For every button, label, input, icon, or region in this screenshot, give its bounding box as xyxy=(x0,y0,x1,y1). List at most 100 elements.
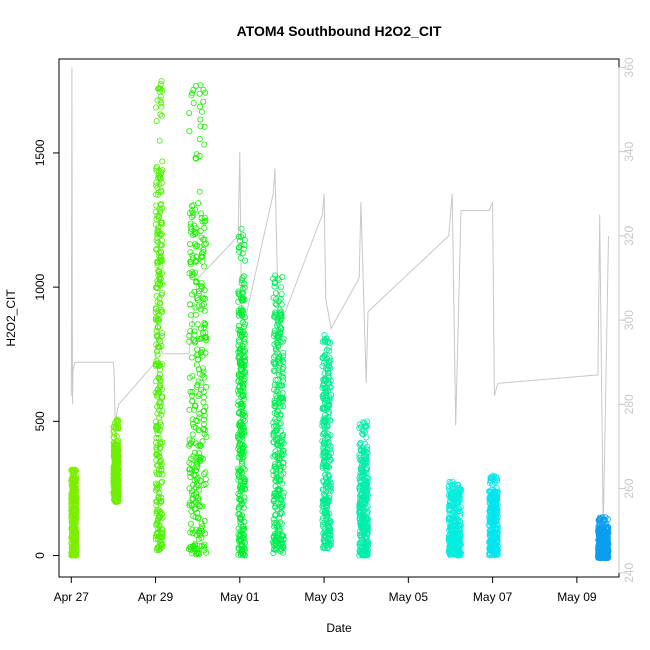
data-point xyxy=(272,423,279,430)
data-point xyxy=(597,554,604,561)
data-point xyxy=(203,433,210,440)
data-point xyxy=(154,262,161,269)
data-point xyxy=(271,330,278,337)
data-point xyxy=(158,219,165,226)
data-point xyxy=(452,548,459,555)
data-point xyxy=(155,374,162,381)
data-point xyxy=(279,370,286,377)
y-tick-label: 0 xyxy=(33,552,47,559)
data-point xyxy=(486,550,493,557)
data-point xyxy=(325,519,332,526)
data-point xyxy=(277,465,284,472)
data-point xyxy=(155,172,162,179)
data-point xyxy=(238,279,245,286)
data-point xyxy=(446,507,453,514)
y2-tick-label: 240 xyxy=(622,562,636,582)
data-point xyxy=(153,423,160,430)
data-point xyxy=(114,457,121,464)
data-point xyxy=(238,431,245,438)
data-point xyxy=(357,509,364,516)
data-point xyxy=(189,291,196,298)
data-point xyxy=(111,431,118,438)
data-point xyxy=(360,448,367,455)
data-point xyxy=(68,500,75,507)
data-point xyxy=(326,354,333,361)
data-point xyxy=(359,459,366,466)
data-point xyxy=(272,522,279,529)
data-point xyxy=(197,82,204,89)
data-point xyxy=(358,537,365,544)
y2-tick-label: 360 xyxy=(622,57,636,77)
data-point xyxy=(279,353,286,360)
data-point xyxy=(186,441,193,448)
data-point xyxy=(194,297,201,304)
data-point xyxy=(489,506,496,513)
data-point xyxy=(241,335,248,342)
data-point xyxy=(272,452,279,459)
data-point xyxy=(280,543,287,550)
data-point xyxy=(73,509,80,516)
chart-title: ATOM4 Southbound H2O2_CIT xyxy=(237,23,442,39)
data-point xyxy=(270,438,277,445)
data-point xyxy=(235,337,242,344)
data-point xyxy=(449,511,456,518)
data-point xyxy=(275,532,282,539)
data-point xyxy=(157,231,164,238)
data-point xyxy=(154,298,161,305)
data-point xyxy=(158,249,165,256)
data-point xyxy=(158,540,165,547)
data-point xyxy=(604,554,611,561)
data-point xyxy=(157,403,164,410)
data-point xyxy=(279,501,286,508)
data-point xyxy=(193,361,200,368)
data-point xyxy=(156,275,163,282)
data-point xyxy=(322,464,329,471)
data-point xyxy=(327,365,334,372)
data-point xyxy=(69,550,76,557)
data-point xyxy=(241,518,248,525)
data-point xyxy=(158,103,165,110)
data-point xyxy=(325,472,332,479)
data-point xyxy=(190,86,197,93)
data-point xyxy=(156,231,163,238)
data-point xyxy=(356,424,363,431)
data-point xyxy=(487,539,494,546)
data-point xyxy=(273,540,280,547)
data-point xyxy=(187,241,194,248)
data-point xyxy=(154,387,161,394)
x-tick-label: Apr 29 xyxy=(138,590,174,604)
data-point xyxy=(324,372,331,379)
data-point xyxy=(272,360,279,367)
data-point xyxy=(276,390,283,397)
data-point xyxy=(199,302,206,309)
data-point xyxy=(68,498,75,505)
data-point xyxy=(271,428,278,435)
data-point xyxy=(596,529,603,536)
data-point xyxy=(158,525,165,532)
data-point xyxy=(276,510,283,517)
data-point xyxy=(324,497,331,504)
data-point xyxy=(198,334,205,341)
data-point xyxy=(110,446,117,453)
data-point xyxy=(69,466,76,473)
data-point xyxy=(493,534,500,541)
data-point xyxy=(188,392,195,399)
data-point xyxy=(111,463,118,470)
data-point xyxy=(153,167,160,174)
data-point xyxy=(599,514,606,521)
data-point xyxy=(363,434,370,441)
data-point xyxy=(157,200,164,207)
data-point xyxy=(192,338,199,345)
data-point xyxy=(154,403,161,410)
data-point xyxy=(604,533,611,540)
data-point xyxy=(201,307,208,314)
data-point xyxy=(187,473,194,480)
data-point xyxy=(274,340,281,347)
data-point xyxy=(446,499,453,506)
data-point xyxy=(191,406,198,413)
data-point xyxy=(203,383,210,390)
data-point xyxy=(271,283,278,290)
data-point xyxy=(451,481,458,488)
data-point xyxy=(239,319,246,326)
data-point xyxy=(157,456,164,463)
